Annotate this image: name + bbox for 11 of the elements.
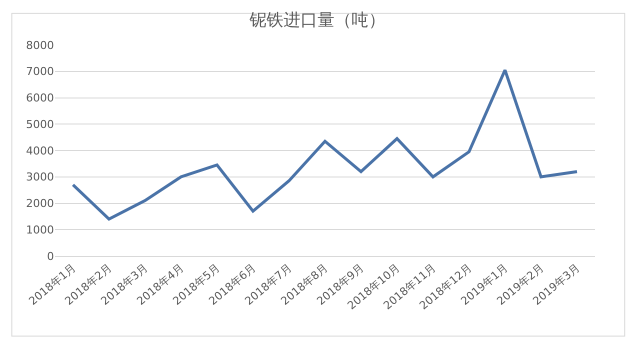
y-tick-label: 6000 xyxy=(26,92,54,105)
chart-title: 铌铁进口量（吨） xyxy=(248,10,386,31)
y-tick-label: 1000 xyxy=(26,223,54,236)
y-tick-label: 5000 xyxy=(26,118,54,131)
y-tick-label: 3000 xyxy=(26,170,54,184)
y-tick-label: 8000 xyxy=(26,38,54,52)
y-tick-label: 7000 xyxy=(26,65,54,78)
y-tick-label: 4000 xyxy=(26,144,54,158)
y-tick-label: 2000 xyxy=(26,197,54,210)
line-series xyxy=(72,68,578,221)
y-tick-label: 0 xyxy=(47,250,54,263)
